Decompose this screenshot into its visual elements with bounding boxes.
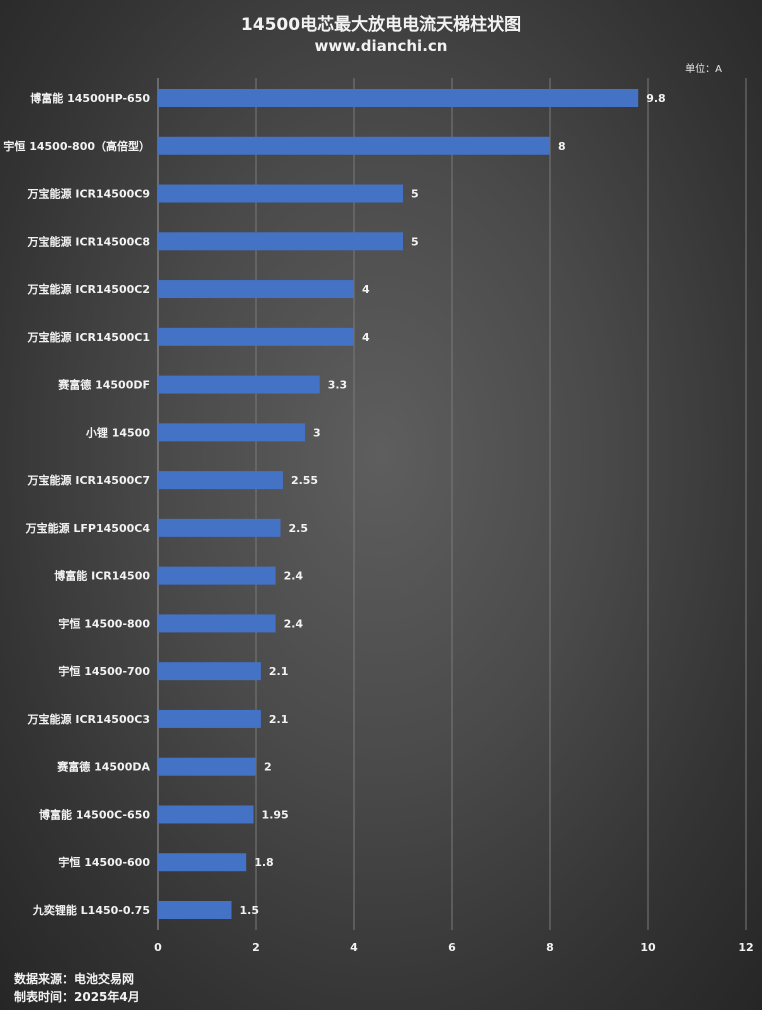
data-source-note: 数据来源：电池交易网 bbox=[14, 972, 135, 986]
bar-13 bbox=[158, 709, 261, 728]
chart-title: 14500电芯最大放电电流天梯柱状图 bbox=[240, 15, 522, 35]
bar-10 bbox=[158, 566, 276, 585]
data-label-15: 1.95 bbox=[262, 808, 289, 821]
data-label-2: 5 bbox=[411, 188, 419, 201]
bar-7 bbox=[158, 423, 305, 442]
bar-8 bbox=[158, 471, 283, 490]
data-label-12: 2.1 bbox=[269, 665, 289, 678]
data-label-11: 2.4 bbox=[284, 617, 304, 630]
bar-14 bbox=[158, 757, 256, 776]
x-tick-label-6: 12 bbox=[738, 941, 753, 954]
category-label-8: 万宝能源 ICR14500C7 bbox=[27, 473, 150, 487]
category-label-6: 赛富德 14500DF bbox=[57, 378, 150, 392]
category-label-14: 赛富德 14500DA bbox=[56, 760, 150, 774]
bar-3 bbox=[158, 232, 403, 251]
bar-2 bbox=[158, 184, 403, 203]
data-label-5: 4 bbox=[362, 331, 370, 344]
bar-0 bbox=[158, 89, 639, 107]
bar-1 bbox=[158, 136, 550, 155]
category-label-13: 万宝能源 ICR14500C3 bbox=[27, 712, 150, 726]
x-tick-label-2: 4 bbox=[350, 941, 358, 954]
data-label-10: 2.4 bbox=[284, 570, 304, 583]
bar-9 bbox=[158, 518, 281, 537]
data-label-9: 2.5 bbox=[289, 522, 309, 535]
bar-6 bbox=[158, 375, 320, 394]
data-label-1: 8 bbox=[558, 140, 566, 153]
category-label-10: 博富能 ICR14500 bbox=[54, 569, 150, 583]
category-label-16: 宇恒 14500-600 bbox=[58, 855, 150, 869]
category-label-2: 万宝能源 ICR14500C9 bbox=[27, 187, 150, 201]
x-tick-label-5: 10 bbox=[640, 941, 656, 954]
category-label-12: 宇恒 14500-700 bbox=[58, 664, 150, 678]
bar-16 bbox=[158, 853, 247, 872]
chart-subtitle: www.dianchi.cn bbox=[314, 37, 448, 55]
data-label-0: 9.8 bbox=[646, 92, 666, 105]
data-label-4: 4 bbox=[362, 283, 370, 296]
category-label-0: 博富能 14500HP-650 bbox=[30, 91, 150, 105]
x-tick-label-3: 6 bbox=[448, 941, 456, 954]
unit-label: 单位：A bbox=[685, 64, 722, 75]
bar-15 bbox=[158, 805, 254, 824]
data-label-13: 2.1 bbox=[269, 713, 289, 726]
category-label-11: 宇恒 14500-800 bbox=[58, 616, 150, 630]
bar-5 bbox=[158, 327, 354, 346]
bar-4 bbox=[158, 280, 354, 299]
data-label-16: 1.8 bbox=[254, 856, 274, 869]
category-label-5: 万宝能源 ICR14500C1 bbox=[27, 330, 150, 344]
category-label-4: 万宝能源 ICR14500C2 bbox=[27, 282, 150, 296]
x-tick-label-1: 2 bbox=[252, 941, 260, 954]
data-label-8: 2.55 bbox=[291, 474, 318, 487]
category-label-3: 万宝能源 ICR14500C8 bbox=[27, 234, 150, 248]
category-label-1: 宇恒 14500-800（高倍型） bbox=[3, 139, 150, 153]
data-label-7: 3 bbox=[313, 426, 321, 439]
data-label-14: 2 bbox=[264, 761, 272, 774]
data-label-3: 5 bbox=[411, 235, 419, 248]
data-label-17: 1.5 bbox=[240, 904, 260, 917]
category-label-7: 小锂 14500 bbox=[85, 425, 150, 439]
bar-17 bbox=[158, 901, 232, 919]
bar-12 bbox=[158, 662, 261, 681]
x-tick-label-4: 8 bbox=[546, 941, 554, 954]
bar-11 bbox=[158, 614, 276, 633]
table-date-note: 制表时间：2025年4月 bbox=[14, 990, 140, 1004]
category-label-9: 万宝能源 LFP14500C4 bbox=[25, 521, 151, 535]
data-label-6: 3.3 bbox=[328, 379, 348, 392]
category-label-17: 九奕锂能 L1450-0.75 bbox=[32, 903, 150, 917]
category-label-15: 博富能 14500C-650 bbox=[39, 807, 150, 821]
x-tick-label-0: 0 bbox=[154, 941, 162, 954]
